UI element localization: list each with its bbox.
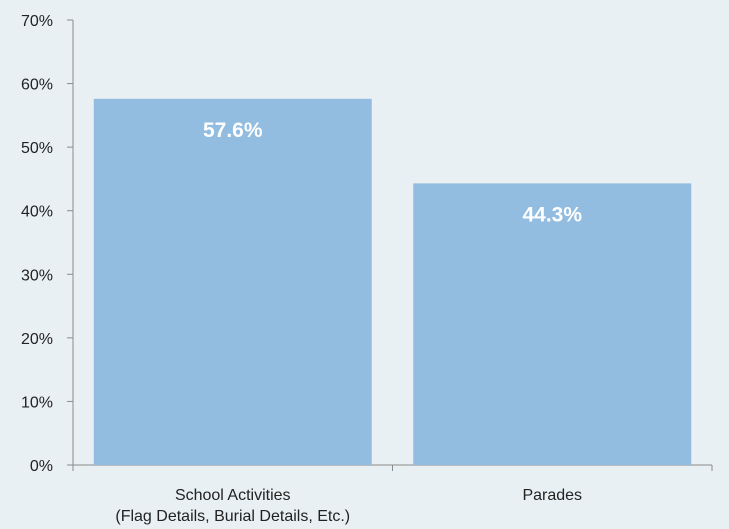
y-axis: 0% 10% 20% 30% 40% 50% 60% 70% — [21, 13, 74, 475]
y-tick-label: 40% — [21, 204, 53, 221]
y-tick-label: 30% — [21, 267, 53, 284]
category-labels: School Activities (Flag Details, Burial D… — [115, 487, 582, 525]
y-tick-label: 0% — [30, 458, 53, 475]
data-label: 57.6% — [203, 119, 263, 142]
y-tick-label: 50% — [21, 140, 53, 157]
y-tick-label: 20% — [21, 331, 53, 348]
x-axis — [72, 464, 713, 471]
x-tick-label: Parades — [522, 487, 582, 504]
data-label: 44.3% — [522, 203, 582, 226]
x-tick-label: School Activities — [175, 487, 291, 504]
x-tick-label: (Flag Details, Burial Details, Etc.) — [115, 508, 350, 525]
y-tick-label: 10% — [21, 394, 53, 411]
bars: 57.6% 44.3% — [93, 98, 692, 465]
y-tick-label: 70% — [21, 13, 53, 30]
bar — [413, 183, 692, 465]
y-tick-label: 60% — [21, 77, 53, 94]
bar — [93, 98, 372, 465]
